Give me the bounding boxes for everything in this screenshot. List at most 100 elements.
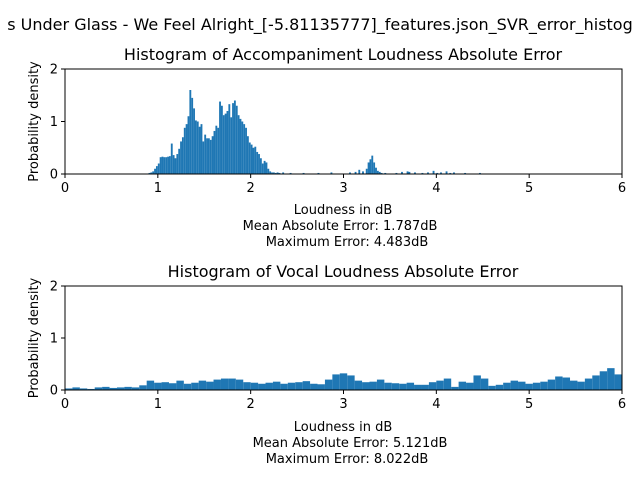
- x-tick-label: 3: [339, 181, 347, 196]
- histogram-bar: [440, 172, 442, 174]
- histogram-bar: [152, 171, 155, 175]
- histogram-bar: [233, 100, 236, 174]
- max-error-annotation: Maximum Error: 8.022dB: [266, 452, 429, 467]
- histogram-bar: [449, 172, 452, 174]
- histogram-bar: [369, 381, 377, 390]
- histogram-bar: [267, 168, 270, 174]
- histogram-bar: [243, 124, 246, 175]
- histogram-bar: [183, 383, 192, 390]
- histogram-bar: [577, 381, 585, 390]
- histogram-bar: [220, 378, 229, 390]
- histogram-bar: [187, 116, 190, 174]
- histogram-bar: [408, 171, 411, 174]
- histogram-bar: [148, 172, 151, 174]
- histogram-bar: [109, 387, 117, 390]
- histogram-bar: [176, 154, 179, 174]
- histogram-bar: [235, 105, 238, 174]
- histogram-bar: [211, 136, 214, 174]
- histogram-bar: [163, 157, 166, 174]
- histogram-bar: [488, 385, 496, 390]
- histogram-bar: [339, 373, 348, 390]
- x-tick-label: 2: [247, 181, 255, 196]
- x-axis-label: Loudness in dB: [294, 420, 393, 435]
- histogram-bar: [280, 383, 288, 390]
- y-tick-label: 0: [50, 384, 58, 399]
- histogram-bar: [167, 156, 169, 174]
- histogram-bar: [176, 380, 184, 390]
- histogram-bar: [399, 383, 407, 390]
- histogram-bar: [421, 384, 429, 390]
- y-ticks: 0 1 2: [50, 280, 65, 399]
- histogram-bar: [479, 172, 481, 174]
- x-axis-label: Loudness in dB: [294, 203, 393, 218]
- histogram-bar: [72, 387, 80, 390]
- histogram-bar: [289, 172, 292, 174]
- histogram-bar: [592, 375, 600, 390]
- histogram-bar: [258, 383, 266, 390]
- histogram-bar: [354, 380, 363, 390]
- histogram-bar: [181, 137, 184, 174]
- histogram-bar: [406, 382, 415, 390]
- histogram-bar: [547, 379, 556, 390]
- histogram-bar: [376, 379, 385, 390]
- histogram-bar: [259, 158, 262, 174]
- histogram-bar: [332, 374, 340, 390]
- histogram-bar: [324, 379, 333, 390]
- x-tick-label: 0: [61, 181, 69, 196]
- histogram-bar: [224, 113, 227, 175]
- histogram-bar: [510, 380, 519, 390]
- histogram-bar: [354, 171, 357, 174]
- histogram-bar: [79, 388, 88, 390]
- histogram-bar: [198, 126, 201, 174]
- histogram-bar: [317, 384, 325, 390]
- histogram-bar: [495, 384, 504, 390]
- x-tick-label: 0: [61, 397, 69, 412]
- histogram-bar: [154, 168, 156, 174]
- histogram-bar: [154, 382, 162, 390]
- histogram-bar: [458, 381, 467, 390]
- histogram-bar: [146, 380, 155, 390]
- histogram-bar: [180, 141, 182, 174]
- histogram-bar: [191, 382, 199, 390]
- histogram-bar: [200, 124, 203, 175]
- histogram-bar: [607, 368, 615, 390]
- histogram-bar: [168, 156, 171, 174]
- figure-suptitle: s Under Glass - We Feel Alright_[-5.8113…: [7, 15, 633, 35]
- histogram-bar: [570, 380, 578, 390]
- histogram-bar: [65, 388, 73, 390]
- histogram-bar: [287, 382, 296, 390]
- histogram-bar: [252, 147, 255, 174]
- histogram-bar: [317, 172, 320, 174]
- histogram-bar: [157, 163, 160, 174]
- histogram-bar: [230, 117, 233, 174]
- histogram-bar: [220, 105, 223, 174]
- histogram-bar: [219, 101, 221, 174]
- mean-error-annotation: Mean Absolute Error: 1.787dB: [243, 219, 438, 234]
- histogram-bar: [384, 382, 392, 390]
- histogram-bar: [241, 121, 244, 174]
- histogram-bar: [584, 378, 593, 390]
- histogram-bar: [614, 374, 622, 390]
- y-axis-label: Probability density: [27, 277, 42, 398]
- histogram-bar: [555, 376, 563, 390]
- histogram-bar: [213, 379, 221, 390]
- histogram-bar: [371, 155, 374, 175]
- histogram-bar: [172, 155, 175, 174]
- histogram-bar: [116, 387, 125, 390]
- histogram-bar: [272, 381, 281, 390]
- histogram-bar: [480, 378, 489, 390]
- histogram-bar: [243, 382, 251, 390]
- histogram-bar: [102, 386, 110, 390]
- histogram-bar: [269, 171, 272, 175]
- histogram-bar: [432, 170, 435, 174]
- histogram-bar: [436, 380, 444, 390]
- histogram-bar: [94, 387, 103, 390]
- histogram-bar: [302, 381, 311, 390]
- histogram-bar: [161, 382, 169, 390]
- histogram-bar: [525, 383, 533, 390]
- histogram-bar: [183, 127, 186, 174]
- accompaniment-histogram: Histogram of Accompaniment Loudness Abso…: [27, 45, 626, 250]
- histogram-bar: [376, 170, 379, 174]
- histogram-bar: [206, 381, 214, 390]
